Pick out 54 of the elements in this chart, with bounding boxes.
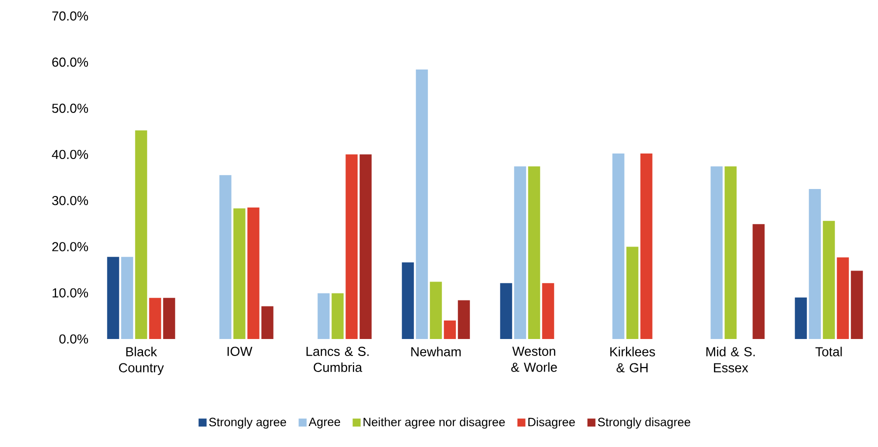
y-tick-label: 50.0%	[52, 104, 88, 113]
bar	[836, 257, 849, 339]
bar	[640, 154, 652, 339]
bar	[135, 130, 148, 339]
x-tick-label: Lancs & S. Cumbria	[306, 346, 369, 372]
x-tick-label: Newham	[411, 346, 461, 356]
bar	[233, 208, 246, 339]
legend-label: Strongly agree	[209, 417, 286, 429]
bar	[107, 256, 120, 339]
bar	[318, 293, 330, 339]
x-tick-label: Black Country	[119, 346, 164, 375]
legend-label: Strongly disagree	[598, 417, 690, 429]
bar	[121, 256, 134, 339]
legend-label: Disagree	[528, 417, 575, 429]
bar	[710, 166, 723, 339]
y-tick-label: 60.0%	[52, 58, 88, 67]
bar	[346, 154, 358, 339]
x-tick-label: IOW	[228, 346, 252, 356]
legend-label: Neither agree nor disagree	[364, 417, 505, 429]
bar	[332, 293, 344, 339]
x-tick-label: Kirklees & GH	[610, 346, 656, 372]
bar	[247, 207, 260, 339]
y-tick-label: 40.0%	[52, 150, 88, 160]
bar	[724, 166, 737, 339]
bar	[500, 283, 512, 339]
bar	[822, 220, 835, 339]
x-tick-label: Total	[815, 346, 842, 356]
bar	[219, 175, 232, 339]
bar	[416, 70, 428, 339]
bar	[850, 270, 863, 339]
bar	[542, 283, 554, 339]
bar	[149, 298, 162, 339]
bar	[458, 300, 470, 339]
bar	[402, 262, 414, 339]
legend-label: Agree	[308, 418, 340, 428]
bar	[514, 166, 526, 339]
bar	[430, 282, 442, 339]
y-tick-label: 70.0%	[52, 11, 88, 21]
y-tick-label: 30.0%	[52, 196, 88, 206]
y-tick-label: 10.0%	[52, 288, 88, 298]
bar	[794, 297, 807, 339]
bar	[752, 224, 765, 339]
bar	[528, 166, 540, 339]
y-tick-label: 0.0%	[59, 334, 88, 344]
bar	[612, 154, 624, 339]
bar	[444, 320, 456, 339]
bar	[163, 298, 176, 339]
x-tick-label: Weston & Worle	[511, 346, 557, 372]
bar	[360, 154, 372, 339]
bar	[261, 306, 274, 339]
bar	[626, 246, 638, 339]
bar	[808, 189, 821, 339]
y-tick-label: 20.0%	[52, 242, 88, 252]
x-tick-label: Mid & S. Essex	[706, 346, 755, 372]
